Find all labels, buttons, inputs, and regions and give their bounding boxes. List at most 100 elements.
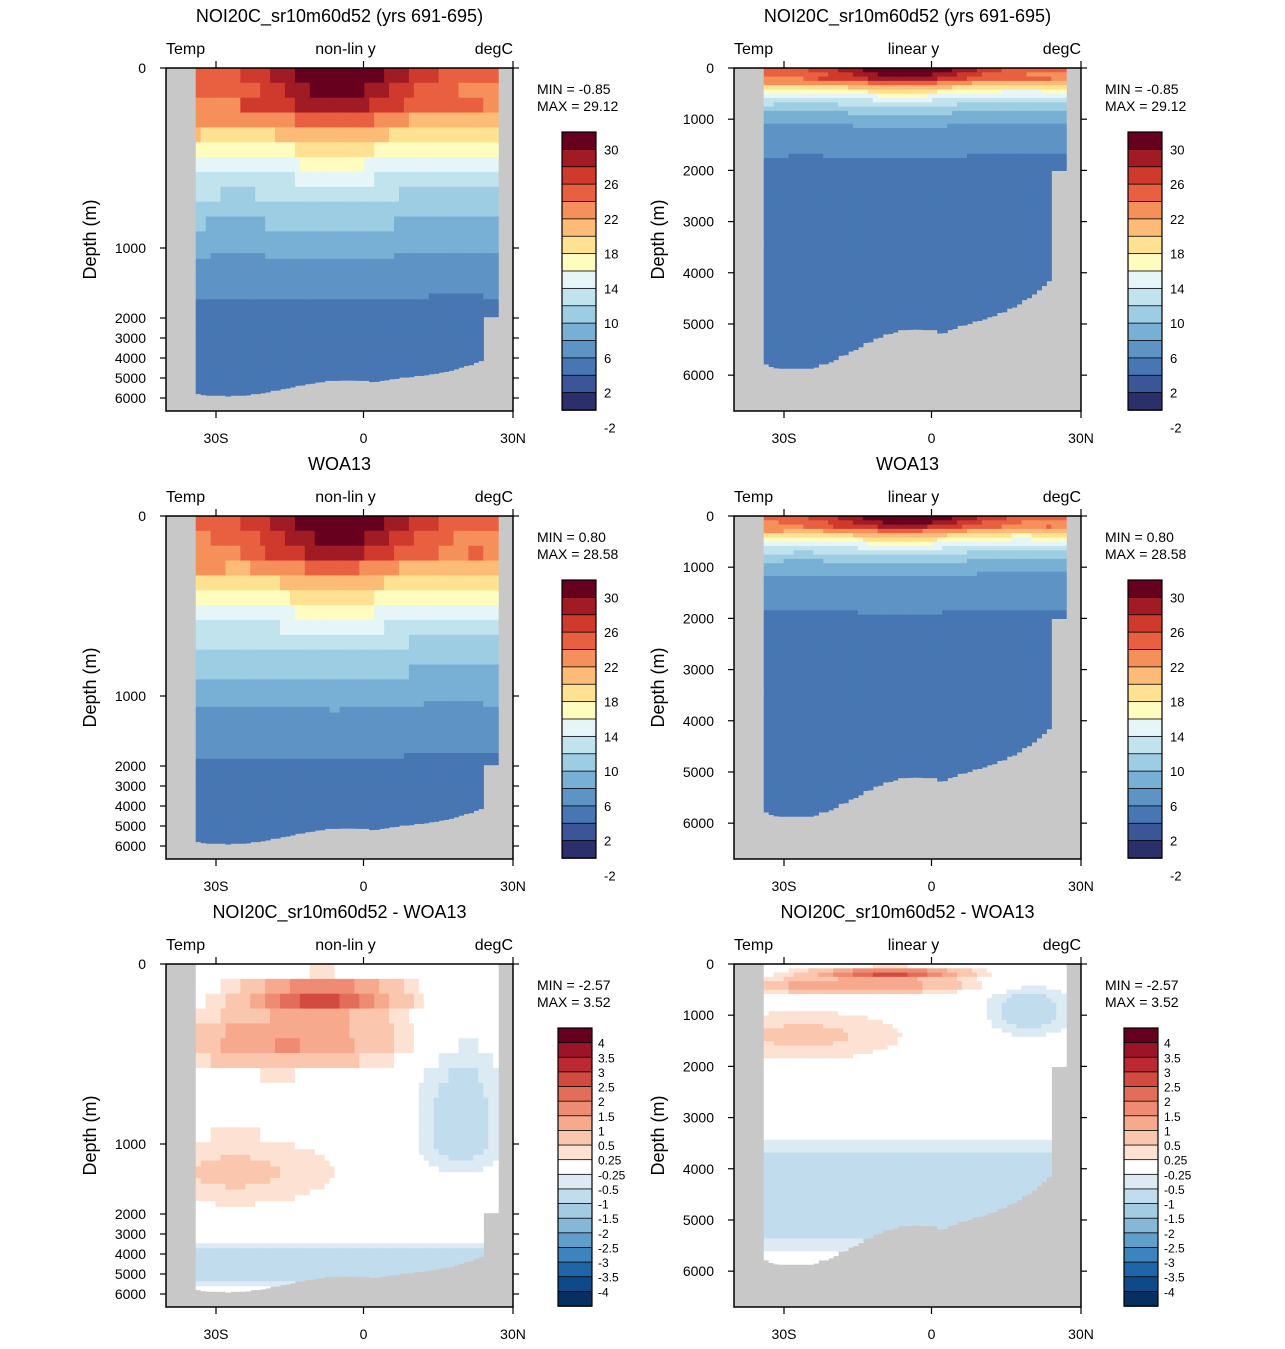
field-cell [225, 264, 232, 271]
field-cell [384, 355, 390, 358]
field-cell [220, 388, 227, 391]
field-cell [798, 316, 804, 322]
field-cell [453, 68, 460, 84]
field-cell [403, 287, 410, 295]
field-cell [364, 344, 370, 347]
field-cell [394, 377, 400, 379]
field-cell [210, 270, 217, 277]
field-cell [245, 368, 251, 371]
field-cell [240, 324, 246, 327]
field-cell [215, 344, 222, 347]
field-cell [458, 325, 465, 329]
field-cell [428, 334, 435, 337]
field-cell [453, 327, 460, 330]
field-cell [463, 340, 469, 343]
field-cell [808, 188, 814, 193]
field-cell [260, 372, 266, 375]
field-cell [458, 320, 465, 324]
field-cell [364, 367, 370, 370]
field-cell [803, 85, 809, 91]
field-cell [768, 98, 775, 103]
field-cell [403, 365, 410, 368]
field-cell [833, 248, 839, 253]
field-cell [394, 253, 400, 260]
field-cell [200, 360, 207, 363]
field-cell [284, 372, 291, 375]
field-cell [843, 226, 849, 232]
field-cell [309, 264, 316, 271]
field-cell [823, 93, 829, 99]
field-cell [833, 350, 839, 356]
field-cell [289, 381, 296, 385]
field-cell [270, 325, 276, 329]
field-cell [255, 368, 261, 371]
field-cell [828, 123, 834, 129]
field-cell [329, 353, 336, 357]
field-cell [773, 149, 780, 155]
field-cell [275, 264, 281, 271]
field-cell [433, 299, 440, 306]
field-cell [319, 339, 326, 342]
field-cell [240, 329, 246, 332]
field-cell [478, 340, 484, 343]
field-cell [369, 365, 375, 368]
field-cell [329, 334, 336, 337]
field-cell [299, 365, 306, 368]
field-cell [808, 89, 814, 95]
field-cell [220, 142, 227, 158]
field-cell [389, 348, 395, 352]
field-cell [334, 281, 341, 289]
field-cell [275, 360, 281, 363]
field-cell [433, 253, 440, 260]
field-cell [245, 380, 251, 383]
field-cell [324, 231, 331, 247]
field-cell [483, 270, 489, 277]
field-cell [260, 375, 266, 378]
field-cell [778, 226, 785, 232]
field-cell [230, 339, 236, 342]
field-cell [299, 276, 306, 283]
field-cell [200, 339, 207, 342]
field-cell [344, 368, 351, 371]
field-cell [255, 348, 261, 352]
field-cell [265, 381, 271, 385]
field-cell [324, 68, 331, 84]
field-cell [354, 342, 360, 345]
field-cell [448, 368, 455, 371]
field-cell [803, 213, 809, 219]
field-cell [808, 85, 814, 91]
field-cell [468, 299, 474, 306]
field-cell [344, 97, 351, 114]
field-cell [453, 360, 460, 363]
field-cell [443, 97, 450, 114]
field-cell [398, 355, 405, 358]
field-cell [324, 112, 331, 128]
field-cell [773, 93, 780, 99]
field-cell [458, 322, 465, 325]
field-cell [798, 355, 804, 361]
field-cell [364, 281, 370, 289]
field-cell [833, 222, 839, 228]
field-cell [280, 344, 286, 347]
field-cell [403, 299, 410, 306]
field-cell [433, 322, 440, 325]
field-cell [245, 377, 251, 380]
field-cell [448, 337, 455, 340]
field-cell [364, 334, 370, 337]
field-cell [413, 319, 420, 322]
field-cell [294, 287, 301, 295]
field-cell [403, 360, 410, 363]
field-cell [443, 370, 450, 372]
field-cell [225, 281, 232, 289]
field-cell [235, 299, 241, 306]
field-cell [798, 273, 804, 279]
field-cell [374, 339, 380, 342]
field-cell [245, 367, 251, 370]
field-cell [220, 365, 227, 368]
field-cell [359, 142, 365, 158]
field-cell [284, 378, 291, 381]
field-cell [468, 157, 474, 173]
field-cell [379, 253, 385, 260]
field-cell [453, 305, 460, 312]
field-cell [468, 231, 474, 247]
